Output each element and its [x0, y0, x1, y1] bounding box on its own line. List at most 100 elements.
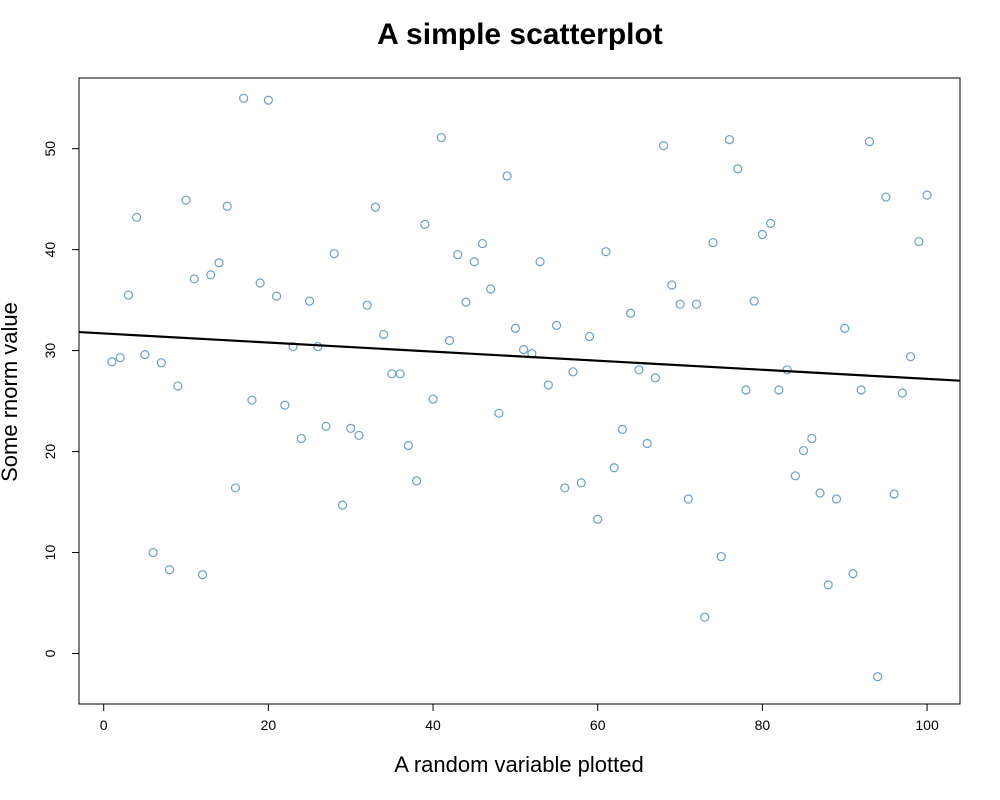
data-point: [115, 353, 125, 363]
data-point: [543, 380, 553, 390]
y-tick-label: 0: [42, 649, 58, 657]
data-point: [823, 580, 833, 590]
data-point: [280, 400, 290, 410]
data-point: [683, 494, 693, 504]
y-axis: 0 10 20 30 40 50: [42, 141, 80, 657]
data-point: [535, 257, 545, 267]
data-point: [337, 500, 348, 510]
data-point: [247, 395, 257, 405]
data-point: [798, 445, 809, 456]
data-point: [296, 433, 306, 444]
y-tick-label: 40: [42, 242, 58, 258]
data-point: [387, 369, 397, 379]
data-point: [774, 385, 784, 395]
data-point: [107, 357, 117, 367]
data-point: [329, 249, 339, 259]
data-point: [140, 350, 150, 360]
data-point: [469, 257, 479, 267]
data-point: [650, 373, 660, 383]
data-point: [214, 258, 224, 268]
data-point: [189, 274, 199, 284]
data-point: [255, 278, 265, 288]
x-tick-label: 100: [915, 717, 939, 733]
data-point: [272, 291, 282, 301]
data-point: [642, 438, 652, 449]
data-point: [181, 195, 191, 205]
data-point: [346, 423, 356, 433]
data-point: [905, 352, 916, 362]
data-point: [173, 381, 183, 391]
data-point: [658, 141, 669, 151]
data-point: [156, 358, 166, 368]
data-point: [790, 471, 800, 481]
data-point: [132, 212, 142, 222]
data-point: [568, 367, 578, 377]
data-point: [675, 299, 685, 309]
x-tick-label: 40: [425, 717, 441, 733]
data-point: [807, 433, 817, 444]
data-point: [840, 323, 850, 333]
data-point: [362, 300, 372, 310]
x-tick-label: 60: [590, 717, 606, 733]
x-tick-label: 80: [755, 717, 771, 733]
data-point: [897, 388, 907, 398]
data-point: [881, 192, 891, 202]
data-point: [411, 476, 422, 486]
plot-frame: [78, 77, 961, 705]
data-point: [576, 478, 586, 488]
data-point: [700, 612, 710, 622]
data-point: [494, 408, 504, 418]
x-tick-label: 0: [100, 717, 108, 733]
data-point: [304, 296, 315, 306]
data-point: [428, 394, 438, 404]
data-point: [724, 134, 735, 145]
data-point: [420, 219, 430, 230]
data-point: [848, 569, 858, 579]
data-point: [222, 201, 232, 211]
data-point: [197, 570, 208, 580]
data-point: [444, 335, 455, 346]
data-point: [593, 514, 603, 524]
data-point: [733, 164, 743, 174]
regression-line: [78, 330, 961, 382]
data-point: [609, 463, 619, 473]
data-point: [403, 440, 413, 451]
data-point: [691, 299, 702, 309]
data-point: [864, 137, 875, 147]
y-tick-label: 30: [42, 343, 58, 359]
data-point: [453, 250, 463, 260]
data-point: [436, 132, 446, 143]
data-point: [123, 290, 134, 300]
data-point: [148, 547, 158, 558]
regression-line-group: [78, 330, 961, 382]
data-point: [230, 483, 241, 493]
data-point: [782, 365, 792, 375]
y-tick-label: 20: [42, 444, 58, 460]
x-tick-label: 20: [261, 717, 277, 733]
data-point: [510, 323, 520, 333]
data-point: [766, 218, 776, 228]
data-point: [263, 95, 273, 105]
data-point: [634, 365, 644, 375]
data-point: [502, 171, 512, 181]
data-point: [164, 565, 175, 575]
x-axis-title: A random variable plotted: [394, 752, 644, 777]
data-points: [107, 93, 932, 682]
data-point: [461, 297, 471, 307]
data-point: [519, 345, 529, 355]
data-point: [379, 329, 389, 340]
data-point: [584, 331, 595, 342]
data-point: [741, 385, 751, 395]
data-point: [873, 672, 883, 682]
data-point: [716, 551, 726, 562]
data-point: [749, 296, 759, 306]
chart-title: A simple scatterplot: [377, 18, 663, 51]
data-point: [560, 483, 570, 493]
data-point: [551, 320, 562, 330]
data-point: [914, 236, 924, 247]
data-point: [370, 202, 381, 212]
data-point: [321, 421, 331, 431]
data-point: [922, 190, 932, 200]
data-point: [617, 424, 628, 434]
